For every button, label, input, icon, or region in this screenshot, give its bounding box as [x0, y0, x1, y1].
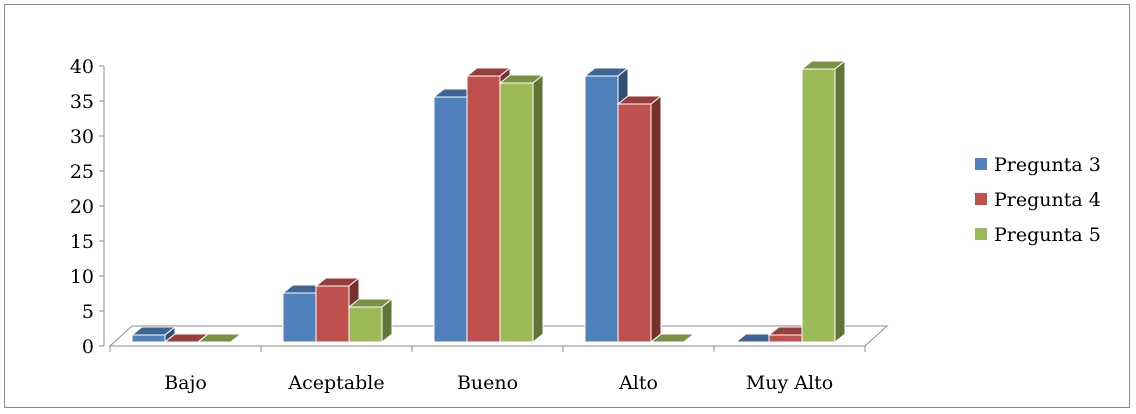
- bar-side: [381, 297, 393, 344]
- bar-front: [617, 103, 652, 343]
- bar-front: [348, 306, 383, 343]
- bar-bajo-pregunta-5: [196, 333, 243, 343]
- legend-label: Pregunta 3: [994, 154, 1101, 176]
- bar-side: [834, 59, 846, 344]
- x-tick-label: Bajo: [164, 372, 207, 394]
- y-tick-label: 30: [70, 126, 94, 148]
- bar-front: [499, 82, 534, 343]
- legend-swatch: [975, 228, 987, 240]
- y-tick-label: 10: [70, 266, 94, 288]
- bar-side: [683, 333, 695, 343]
- bar-side: [230, 333, 242, 343]
- bar-side: [650, 94, 662, 344]
- bar-side: [532, 73, 544, 344]
- bar-alto-pregunta-4: [616, 94, 663, 344]
- bar-bueno-pregunta-5: [498, 73, 545, 344]
- bar-alto-pregunta-5: [649, 333, 696, 343]
- y-tick-label: 15: [70, 231, 94, 253]
- bar-front: [584, 75, 619, 343]
- y-tick-label: 20: [70, 196, 94, 218]
- bar-aceptable-pregunta-5: [347, 297, 394, 344]
- y-tick-label: 5: [82, 301, 94, 323]
- y-tick-label: 35: [70, 91, 94, 113]
- legend-label: Pregunta 5: [994, 224, 1101, 246]
- x-tick-label: Aceptable: [287, 372, 384, 394]
- bar-front: [282, 292, 317, 343]
- x-tick-label: Bueno: [457, 372, 518, 394]
- x-tick-label: Muy Alto: [746, 372, 833, 394]
- legend-swatch: [975, 193, 987, 205]
- legend-swatch: [975, 158, 987, 170]
- bar-front: [131, 334, 166, 343]
- bar-front: [315, 285, 350, 343]
- bar-front: [433, 96, 468, 343]
- x-tick-label: Alto: [618, 372, 658, 394]
- bar-front: [466, 75, 501, 343]
- y-tick-label: 0: [82, 336, 94, 358]
- legend-label: Pregunta 4: [994, 189, 1101, 211]
- y-tick-label: 25: [70, 161, 94, 183]
- bar-muy-alto-pregunta-5: [800, 59, 847, 344]
- bar-front: [768, 334, 803, 343]
- bar-front: [801, 68, 836, 343]
- y-tick-label: 40: [70, 56, 94, 78]
